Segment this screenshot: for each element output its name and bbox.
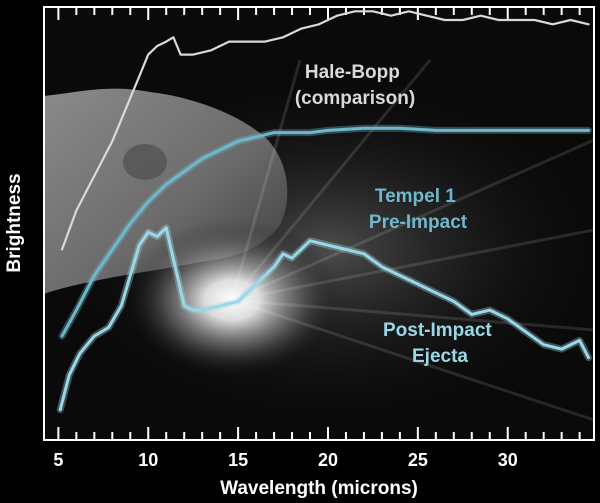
x-tick-labels: 5 10 15 20 25 30 <box>53 450 517 470</box>
x-tick-label-10: 10 <box>138 450 158 470</box>
label-hale-bopp-line-2: (comparison) <box>295 88 415 109</box>
y-axis-title: Brightness <box>4 173 25 272</box>
x-tick-label-20: 20 <box>318 450 338 470</box>
label-post-impact-line-1: Post-Impact <box>383 320 492 341</box>
label-tempel-1: Tempel 1 Pre-Impact <box>369 186 468 233</box>
plot-frame <box>43 6 595 441</box>
label-post-impact: Post-Impact Ejecta <box>383 320 497 367</box>
x-tick-label-5: 5 <box>53 450 63 470</box>
label-post-impact-line-2: Ejecta <box>412 346 468 367</box>
series-layer <box>56 10 593 414</box>
label-hale-bopp: Hale-Bopp (comparison) <box>295 62 415 109</box>
x-tick-label-15: 15 <box>228 450 248 470</box>
top-ticks <box>57 7 581 20</box>
x-tick-label-25: 25 <box>408 450 428 470</box>
label-tempel-1-line-1: Tempel 1 <box>375 186 456 207</box>
bottom-ticks <box>57 427 581 440</box>
series-tempel-1-pre-impact-line <box>60 126 591 338</box>
x-tick-label-30: 30 <box>498 450 518 470</box>
label-hale-bopp-line-1: Hale-Bopp <box>305 62 400 83</box>
series-post-impact-ejecta-line <box>58 226 591 412</box>
comet-photo-background <box>44 7 594 440</box>
x-axis-title: Wavelength (microns) <box>220 478 418 499</box>
series-hale-bopp-line <box>60 10 590 251</box>
label-tempel-1-line-2: Pre-Impact <box>369 212 468 233</box>
